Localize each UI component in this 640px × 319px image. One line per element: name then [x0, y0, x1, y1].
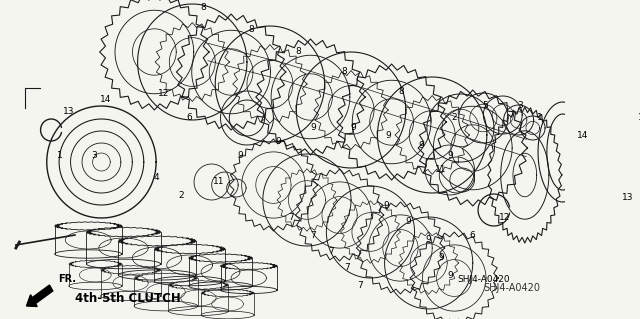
Text: 8: 8	[248, 26, 254, 34]
Text: 1: 1	[57, 151, 63, 160]
Text: 14: 14	[577, 130, 588, 139]
Text: 9: 9	[447, 151, 452, 160]
Text: 2: 2	[451, 114, 457, 122]
Text: 4th-5th CLUTCH: 4th-5th CLUTCH	[75, 293, 180, 306]
Text: 6: 6	[187, 114, 193, 122]
Text: 7: 7	[344, 263, 349, 272]
Text: 11: 11	[435, 166, 447, 174]
Text: 9: 9	[237, 151, 243, 160]
Text: 9: 9	[310, 123, 316, 132]
Text: 8: 8	[295, 48, 301, 56]
Text: 13: 13	[63, 108, 74, 116]
Text: 7: 7	[328, 248, 333, 256]
Text: 13: 13	[622, 194, 634, 203]
Text: 2: 2	[178, 190, 184, 199]
Text: 9: 9	[383, 201, 389, 210]
Text: FR.: FR.	[58, 274, 76, 284]
Text: 10: 10	[638, 114, 640, 122]
Text: 7: 7	[288, 213, 294, 222]
Text: 3: 3	[518, 100, 524, 109]
Text: 3: 3	[92, 151, 97, 160]
Text: SHJ4-A0420: SHJ4-A0420	[457, 276, 509, 285]
Text: 14: 14	[100, 95, 111, 105]
Text: 5: 5	[483, 100, 488, 109]
Text: 9: 9	[425, 235, 431, 244]
Text: 4: 4	[154, 174, 159, 182]
Text: 9: 9	[385, 130, 391, 139]
Text: 9: 9	[438, 254, 444, 263]
Text: 9: 9	[406, 218, 412, 226]
Text: 1: 1	[537, 114, 543, 122]
Text: 8: 8	[399, 87, 404, 97]
Text: 9: 9	[419, 140, 424, 150]
Text: 12: 12	[499, 213, 510, 222]
Text: 6: 6	[469, 231, 475, 240]
Text: 7: 7	[310, 231, 316, 240]
Text: SHJ4-A0420: SHJ4-A0420	[483, 283, 540, 293]
Text: 8: 8	[341, 68, 347, 77]
Text: 9: 9	[350, 123, 356, 132]
Text: 12: 12	[157, 88, 169, 98]
Text: 8: 8	[200, 4, 205, 12]
Text: 11: 11	[213, 177, 225, 187]
Text: 9: 9	[447, 271, 452, 279]
FancyArrow shape	[26, 285, 53, 307]
Text: 7: 7	[357, 280, 363, 290]
Text: 9: 9	[275, 137, 281, 146]
